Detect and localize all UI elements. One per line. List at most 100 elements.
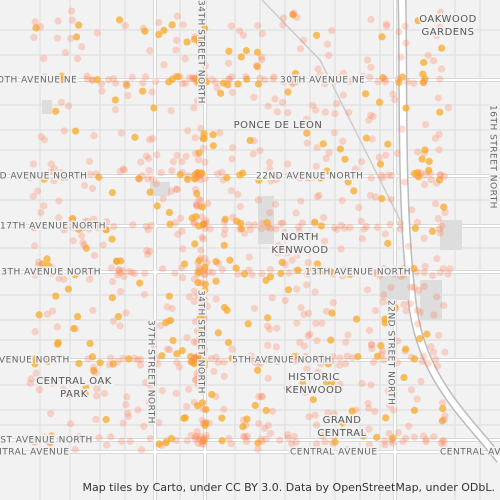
dot	[348, 407, 356, 415]
dot	[254, 80, 263, 88]
dot	[239, 169, 247, 177]
dot	[152, 77, 160, 86]
dot	[190, 359, 198, 368]
dot	[83, 72, 91, 80]
dot	[119, 267, 127, 275]
dot	[228, 354, 236, 362]
dot	[29, 192, 37, 200]
dot	[242, 46, 250, 55]
dot	[311, 171, 319, 179]
dot	[70, 324, 78, 333]
dot	[417, 377, 425, 385]
dot	[173, 350, 181, 358]
dot	[190, 398, 198, 406]
dot	[137, 158, 145, 166]
dot	[289, 357, 297, 365]
dot	[71, 436, 79, 444]
dot	[330, 410, 338, 418]
dot	[375, 153, 383, 162]
dot	[43, 255, 51, 263]
dot	[236, 202, 245, 211]
dot	[190, 338, 198, 346]
dot	[400, 264, 408, 272]
street-label: 22ND STREET NORTH	[386, 300, 396, 405]
dot	[324, 360, 332, 368]
dot	[407, 283, 415, 291]
dot	[30, 224, 38, 232]
dot	[281, 296, 289, 305]
dot	[322, 154, 330, 163]
dot	[128, 269, 136, 277]
dot	[225, 47, 233, 55]
dot	[117, 287, 125, 296]
dot	[348, 354, 356, 362]
dot	[344, 178, 352, 186]
dot	[226, 256, 234, 264]
dot	[223, 306, 231, 314]
dot	[299, 380, 307, 388]
dot	[35, 311, 43, 319]
dot	[197, 196, 205, 204]
dot	[440, 203, 448, 211]
dot	[68, 16, 76, 24]
dot	[53, 34, 62, 42]
dot	[81, 217, 89, 225]
dot	[180, 414, 188, 422]
dot	[438, 417, 446, 425]
dot	[144, 175, 152, 183]
dot	[145, 398, 153, 406]
street-label: 34TH STREET NORTH	[196, 290, 206, 394]
dot	[311, 218, 319, 226]
dot	[346, 270, 354, 279]
dot	[420, 77, 428, 86]
dot	[26, 174, 34, 182]
dot	[146, 188, 154, 196]
dot	[384, 239, 392, 247]
dot	[303, 139, 311, 147]
dot	[436, 23, 444, 32]
dot	[163, 303, 171, 311]
dot	[341, 266, 349, 274]
dot	[183, 402, 191, 411]
dot	[172, 36, 181, 44]
neighborhood-label: HISTORIC	[288, 372, 340, 383]
dot	[41, 72, 49, 81]
dot	[214, 259, 222, 268]
dot	[119, 165, 127, 173]
dot	[63, 173, 72, 181]
dot	[198, 213, 206, 221]
dot	[438, 399, 447, 407]
dot	[102, 226, 110, 234]
dot	[253, 359, 261, 367]
dot	[220, 358, 228, 366]
dot	[305, 267, 313, 275]
dot	[310, 354, 318, 362]
dot	[369, 358, 378, 366]
dot	[190, 219, 198, 227]
dot	[308, 372, 316, 381]
dot	[168, 75, 176, 83]
dot	[328, 309, 336, 317]
dot	[159, 195, 167, 203]
dot	[183, 334, 191, 342]
dot	[71, 127, 80, 135]
dot	[318, 74, 326, 83]
dot	[123, 393, 131, 401]
dot	[254, 439, 262, 447]
dot	[196, 333, 204, 342]
dot	[255, 392, 263, 401]
dot	[271, 95, 279, 103]
dot	[139, 87, 147, 95]
dot	[410, 264, 418, 273]
dot	[199, 69, 208, 77]
dot	[75, 433, 83, 441]
dot	[261, 424, 269, 433]
dot	[430, 348, 438, 356]
dot	[424, 51, 432, 59]
dot	[107, 433, 115, 441]
dot	[232, 217, 241, 225]
dot	[243, 432, 251, 440]
dot	[243, 75, 251, 83]
dot	[227, 22, 235, 30]
neighborhood-label: OAKWOOD	[419, 14, 477, 25]
